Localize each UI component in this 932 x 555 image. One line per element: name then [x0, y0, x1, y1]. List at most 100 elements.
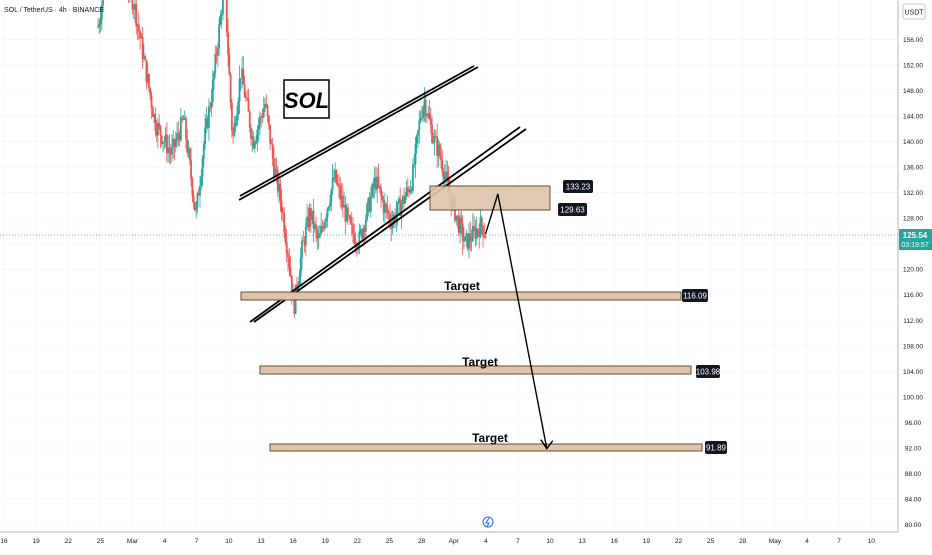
- candle-body: [280, 200, 283, 213]
- candle-body: [353, 233, 356, 244]
- channel-upper-line-b[interactable]: [239, 65, 475, 197]
- candle-body: [148, 74, 150, 89]
- candle-body: [178, 135, 181, 141]
- candle-body: [137, 24, 140, 32]
- candle-body: [246, 97, 249, 99]
- channel-lower-line-b[interactable]: [253, 128, 527, 323]
- candle-body: [230, 102, 233, 131]
- candle-body: [312, 210, 315, 229]
- candle-body: [377, 176, 380, 186]
- target-zone-2[interactable]: [259, 365, 692, 375]
- candle-body: [394, 215, 396, 222]
- y-tick-label: 132.00: [903, 190, 923, 197]
- x-tick-label: 28: [739, 538, 747, 545]
- target-label-3: Target: [472, 431, 508, 445]
- candle-body: [418, 120, 421, 131]
- x-tick-label: 7: [837, 538, 841, 545]
- candle-body: [408, 189, 410, 193]
- candle-body: [440, 155, 442, 161]
- candle-body: [279, 184, 282, 201]
- candle-body: [99, 19, 102, 24]
- candle-body: [144, 55, 147, 60]
- candle-body: [259, 116, 261, 125]
- candle-body: [191, 178, 194, 196]
- candle-body: [134, 4, 136, 10]
- candle-body: [187, 148, 190, 153]
- candle-body: [204, 127, 206, 145]
- candle-body: [251, 136, 254, 139]
- y-tick-label: 92.00: [905, 445, 922, 452]
- channel-lower-line-a[interactable]: [249, 126, 521, 323]
- candle-body: [281, 212, 284, 214]
- price-axis[interactable]: 80.00 84.00 88.00 92.00 96.00 100.00 104.00 108…: [897, 0, 932, 532]
- candle-body: [455, 215, 458, 221]
- x-tick-label: 13: [257, 538, 265, 545]
- candle-body: [474, 228, 477, 239]
- y-tick-label: 140.00: [903, 139, 923, 146]
- candle-body: [222, 0, 224, 15]
- candle-body: [395, 213, 398, 222]
- candle-body: [159, 125, 162, 136]
- candle-body: [386, 206, 389, 213]
- candle-body: [200, 176, 203, 186]
- candle-body: [256, 129, 259, 140]
- candle-body: [98, 23, 101, 27]
- candle-body: [172, 139, 175, 147]
- candle-body: [349, 216, 352, 224]
- y-tick-label: 136.00: [903, 165, 923, 172]
- x-tick-label: 25: [386, 538, 394, 545]
- time-axis[interactable]: 16 19 22 25 Mar 4 7 10 13 16 19 22 25 28 Apr 4 7 10 13 16 19…: [0, 531, 898, 545]
- candle-body: [211, 80, 214, 103]
- candle-body: [192, 195, 195, 203]
- y-tick-label: 120.00: [903, 267, 923, 274]
- candle-body: [321, 226, 324, 228]
- candle-body: [197, 193, 200, 196]
- candle-body: [195, 207, 198, 211]
- candle-body: [229, 74, 232, 103]
- candle-body: [278, 184, 280, 192]
- candle-body: [389, 213, 391, 223]
- candle-body: [262, 108, 265, 118]
- candle-body: [325, 217, 328, 222]
- candle-body: [139, 31, 141, 39]
- candle-body: [293, 292, 296, 314]
- candle-body: [216, 48, 219, 56]
- candle-body: [332, 177, 335, 180]
- candle-body: [443, 175, 446, 180]
- target-zone-1[interactable]: [240, 291, 682, 301]
- candle-body: [417, 130, 419, 136]
- candle-body: [410, 189, 413, 191]
- candle-body: [253, 143, 256, 149]
- candle-body: [465, 233, 468, 237]
- candle-body: [428, 113, 431, 120]
- candle-body: [436, 136, 439, 156]
- ascending-channel[interactable]: [238, 65, 527, 323]
- candle-body: [376, 176, 379, 190]
- candle-body: [102, 0, 104, 5]
- candle-body: [266, 105, 269, 116]
- candle-body: [479, 217, 482, 238]
- replay-icon[interactable]: [482, 516, 494, 528]
- projection-line[interactable]: [484, 193, 548, 449]
- candle-body: [136, 24, 139, 27]
- candle-body: [167, 147, 170, 154]
- candle-body: [383, 203, 386, 213]
- candle-body: [362, 228, 365, 239]
- candle-body: [143, 55, 145, 60]
- candle-body: [232, 130, 235, 136]
- candle-body: [215, 53, 218, 56]
- y-tick-label: 100.00: [903, 394, 923, 401]
- channel-upper-line-a[interactable]: [238, 66, 479, 201]
- candle-body: [378, 185, 381, 189]
- projection-path[interactable]: [484, 193, 554, 450]
- sol-title-box: SOL: [283, 79, 330, 119]
- resistance-zone[interactable]: [429, 185, 551, 211]
- candle-body: [385, 203, 388, 207]
- candle-body: [236, 114, 238, 126]
- candle-body: [338, 184, 340, 187]
- candle-body: [483, 236, 486, 237]
- candle-body: [271, 144, 274, 159]
- target-zone-3[interactable]: [269, 443, 703, 452]
- target-2-price: 103.98: [696, 368, 721, 377]
